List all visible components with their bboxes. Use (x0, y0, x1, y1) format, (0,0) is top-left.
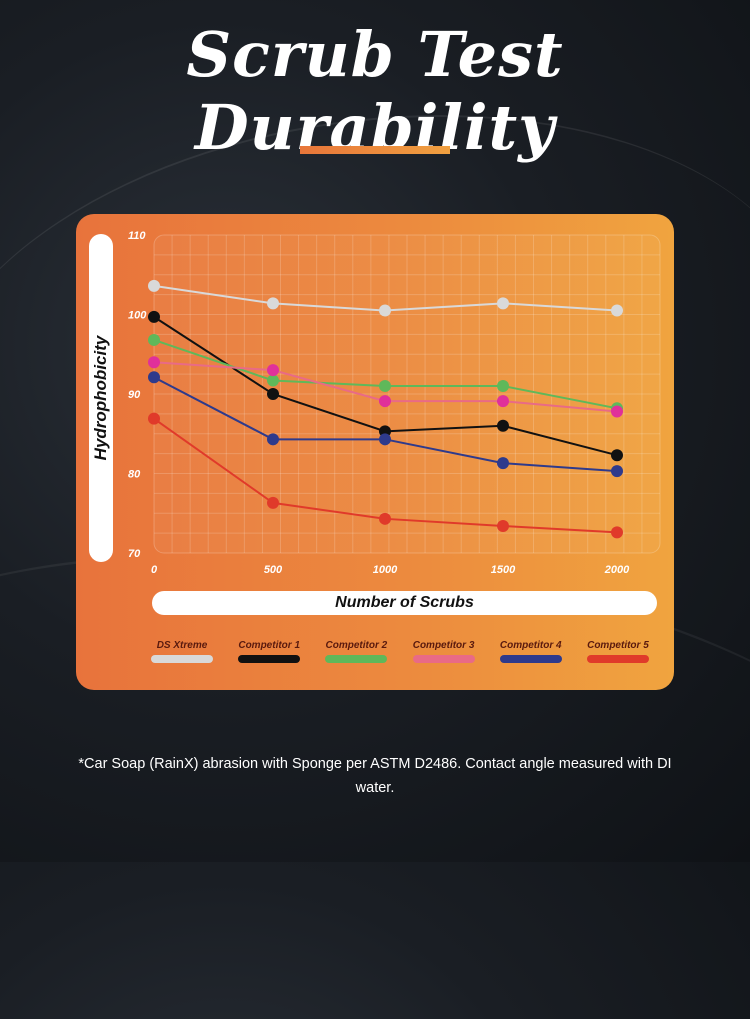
data-point (148, 371, 160, 384)
legend-label: Competitor 3 (412, 640, 475, 651)
data-point (267, 364, 279, 377)
data-point (611, 405, 623, 418)
legend-swatch (499, 655, 562, 663)
data-point (148, 310, 160, 323)
data-point (611, 304, 623, 317)
legend-swatch (325, 655, 388, 663)
data-point (379, 380, 391, 393)
data-point (497, 297, 509, 310)
x-tick-label: 500 (264, 564, 283, 576)
x-tick-label: 2000 (604, 564, 630, 576)
x-tick-label: 1000 (373, 564, 398, 576)
x-axis-label: Number of Scrubs (152, 591, 657, 615)
data-point (267, 297, 279, 310)
legend-swatch (151, 655, 213, 663)
chart-legend: DS Xtreme Competitor 1 Competitor 2 Competi… (140, 640, 660, 663)
x-tick-label: 1500 (491, 564, 516, 576)
data-point (379, 304, 391, 317)
data-point (497, 419, 509, 432)
legend-swatch (238, 655, 301, 663)
data-point (267, 374, 279, 387)
data-point (611, 449, 623, 462)
data-point (497, 380, 509, 393)
data-point (267, 496, 279, 509)
page-title: Scrub Test Durability (186, 18, 564, 164)
legend-item: Competitor 4 (489, 640, 573, 663)
legend-swatch (586, 655, 649, 663)
legend-item: Competitor 1 (227, 640, 311, 663)
data-point (379, 395, 391, 408)
plot-area (153, 234, 661, 554)
legend-label: DS Xtreme (156, 640, 208, 651)
legend-item: Competitor 5 (576, 640, 660, 663)
y-axis-label-pill (89, 234, 113, 562)
data-point (267, 388, 279, 400)
data-point (611, 526, 623, 539)
y-tick-label: 80 (128, 469, 141, 481)
y-tick-label: 90 (128, 389, 141, 401)
data-point (611, 465, 623, 478)
footnote: *Car Soap (RainX) abrasion with Sponge p… (78, 756, 672, 796)
data-point (267, 433, 279, 446)
data-point (497, 457, 509, 470)
legend-label: Competitor 1 (238, 640, 301, 651)
y-tick-label: 110 (128, 230, 146, 242)
legend-item: DS Xtreme (140, 640, 224, 663)
data-point (148, 279, 160, 292)
x-tick-label: 0 (151, 564, 158, 576)
y-tick-label: 70 (128, 548, 141, 560)
data-point (148, 333, 160, 346)
data-point (148, 412, 160, 425)
data-point (148, 356, 160, 369)
data-point (497, 395, 509, 408)
legend-item: Competitor 2 (314, 640, 398, 663)
legend-label: Competitor 5 (587, 640, 649, 651)
legend-swatch (412, 655, 475, 663)
data-point (379, 512, 391, 525)
title-divider (300, 146, 450, 154)
legend-label: Competitor 2 (325, 640, 388, 651)
y-tick-label: 100 (128, 310, 147, 322)
data-point (497, 519, 509, 532)
line-chart: 110 100 90 80 70 0 500 1000 1500 2000 (128, 230, 661, 576)
data-point (379, 433, 391, 446)
legend-item: Competitor 3 (402, 640, 486, 663)
legend-label: Competitor 4 (499, 640, 562, 651)
